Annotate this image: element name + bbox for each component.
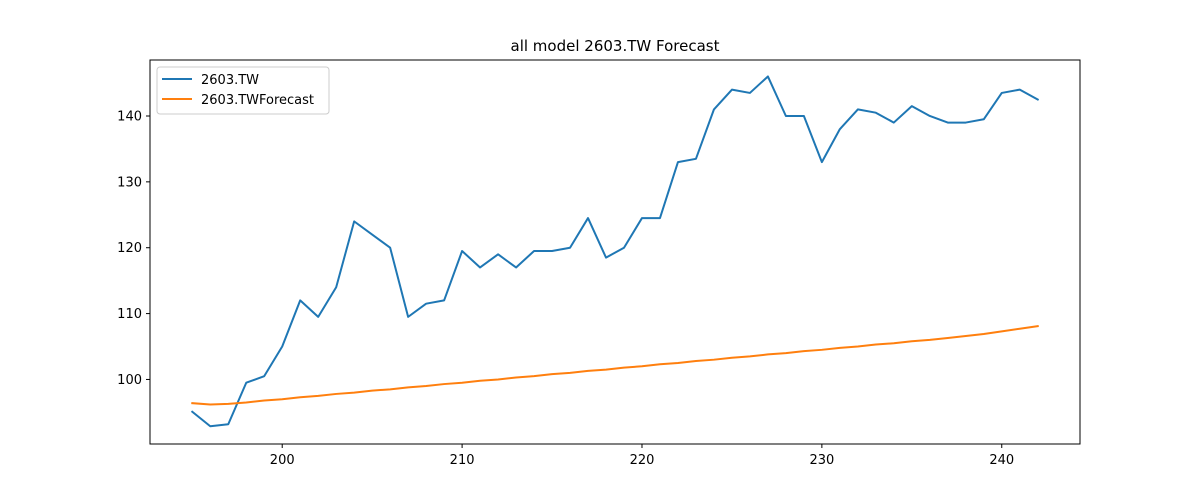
legend-box <box>156 66 330 115</box>
chart-title: all model 2603.TW Forecast <box>511 37 720 55</box>
y-tick-label: 130 <box>117 175 142 190</box>
legend-label-series-1: 2603.TW <box>201 73 259 88</box>
y-tick-label: 110 <box>117 307 142 322</box>
y-tick-label: 100 <box>117 373 142 388</box>
x-tick-label: 240 <box>989 453 1014 468</box>
plot-frame <box>149 59 1081 445</box>
y-tick-label: 120 <box>117 241 142 256</box>
x-axis-ticks: 200 210 220 230 240 <box>270 444 1014 468</box>
legend: 2603.TW 2603.TWForecast <box>156 66 330 115</box>
y-axis-ticks: 100 110 120 130 140 <box>117 109 150 388</box>
series-line-1 <box>190 75 1040 428</box>
x-tick-label: 210 <box>450 453 475 468</box>
x-tick-label: 220 <box>630 453 655 468</box>
series-line-2 <box>191 324 1039 406</box>
legend-label-series-2: 2603.TWForecast <box>201 93 314 108</box>
y-tick-label: 140 <box>117 109 142 124</box>
x-tick-label: 230 <box>809 453 834 468</box>
series-layer <box>190 75 1040 428</box>
x-tick-label: 200 <box>270 453 295 468</box>
